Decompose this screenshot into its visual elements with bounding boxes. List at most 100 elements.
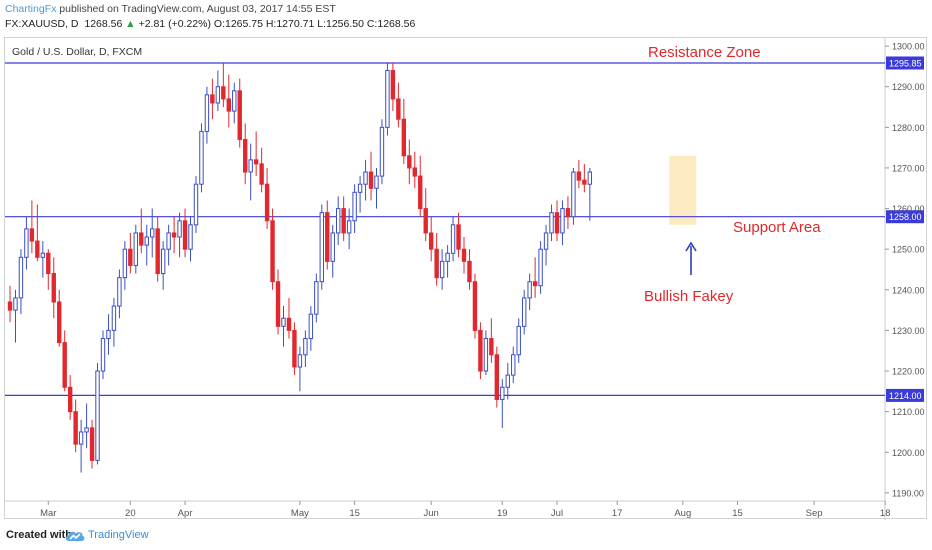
candle-body[interactable] (538, 248, 543, 287)
candle-body[interactable] (270, 220, 275, 283)
candle-body[interactable] (434, 248, 439, 279)
candle-body[interactable] (489, 338, 494, 356)
candle-body[interactable] (428, 232, 434, 250)
candle-body[interactable] (560, 208, 565, 234)
candle-body[interactable] (117, 277, 122, 307)
candle-body[interactable] (122, 248, 128, 279)
candle-body[interactable] (571, 171, 576, 218)
candle-body[interactable] (199, 130, 204, 185)
candle-body[interactable] (543, 232, 549, 250)
candle-body[interactable] (226, 98, 232, 112)
candle-body[interactable] (456, 224, 461, 250)
candle-body[interactable] (264, 183, 270, 222)
candle-body[interactable] (500, 386, 505, 400)
candle-body[interactable] (368, 171, 374, 189)
candle-body[interactable] (144, 236, 149, 246)
candle-body[interactable] (166, 232, 171, 250)
price-chart[interactable]: 1295.85 1258.00 1214.00 1190.00 1200.00 1210… (5, 38, 928, 520)
candle-body[interactable] (385, 69, 390, 128)
candle-body[interactable] (182, 220, 188, 250)
candle-body[interactable] (319, 212, 324, 283)
candle-body[interactable] (297, 354, 303, 368)
candle-body[interactable] (341, 208, 346, 234)
candle-body[interactable] (396, 98, 401, 120)
candle-body[interactable] (204, 94, 210, 132)
candle-body[interactable] (160, 248, 166, 275)
candle-body[interactable] (423, 208, 428, 234)
candle-body[interactable] (401, 118, 407, 157)
candle-body[interactable] (336, 208, 341, 234)
candle-body[interactable] (407, 155, 412, 169)
candle-body[interactable] (51, 273, 56, 303)
candle-body[interactable] (576, 171, 582, 181)
candle-body[interactable] (505, 374, 510, 388)
candle-body[interactable] (582, 179, 587, 185)
candle-body[interactable] (565, 208, 571, 218)
candle-body[interactable] (248, 159, 253, 173)
candle-body[interactable] (527, 281, 532, 299)
candle-body[interactable] (549, 212, 554, 234)
candle-body[interactable] (314, 281, 319, 315)
candle-body[interactable] (418, 175, 423, 210)
candle-body[interactable] (243, 139, 248, 173)
candle-body[interactable] (253, 159, 259, 165)
candle-body[interactable] (286, 317, 292, 331)
candle-body[interactable] (128, 248, 133, 266)
candle-body[interactable] (73, 411, 78, 445)
candle-body[interactable] (106, 329, 111, 340)
candle-body[interactable] (521, 297, 527, 327)
candle-body[interactable] (308, 313, 314, 340)
tradingview-brand[interactable]: TradingView (88, 529, 149, 541)
candle-body[interactable] (357, 183, 363, 193)
candle-body[interactable] (188, 224, 193, 250)
candle-body[interactable] (532, 281, 538, 287)
candle-body[interactable] (78, 431, 84, 445)
candle-body[interactable] (478, 329, 483, 372)
candle-body[interactable] (95, 370, 100, 461)
candle-body[interactable] (259, 163, 264, 185)
candle-body[interactable] (587, 171, 593, 185)
candle-body[interactable] (29, 228, 35, 242)
candle-body[interactable] (13, 297, 18, 311)
candle-body[interactable] (303, 338, 308, 356)
candle-body[interactable] (483, 338, 489, 372)
candle-body[interactable] (193, 183, 199, 226)
candle-body[interactable] (237, 90, 242, 141)
candle-body[interactable] (111, 305, 117, 331)
candle-body[interactable] (155, 228, 160, 275)
candle-body[interactable] (275, 281, 281, 327)
candle-body[interactable] (221, 86, 226, 100)
candle-body[interactable] (450, 224, 456, 254)
candle-body[interactable] (177, 220, 182, 238)
candle-body[interactable] (352, 191, 357, 222)
candle-body[interactable] (412, 167, 417, 177)
candle-body[interactable] (215, 86, 221, 104)
candle-body[interactable] (139, 232, 144, 246)
candle-body[interactable] (67, 386, 73, 413)
candle-body[interactable] (516, 325, 521, 356)
candle-body[interactable] (330, 232, 335, 262)
candle-body[interactable] (171, 232, 177, 238)
candle-body[interactable] (89, 427, 95, 461)
candle-body[interactable] (554, 212, 560, 234)
candle-body[interactable] (467, 260, 472, 283)
candle-body[interactable] (150, 228, 155, 238)
candle-body[interactable] (232, 90, 237, 112)
candle-body[interactable] (292, 329, 297, 368)
candle-body[interactable] (7, 301, 13, 311)
candle-body[interactable] (46, 252, 51, 275)
candle-body[interactable] (346, 220, 352, 234)
candle-body[interactable] (62, 342, 67, 388)
candle-body[interactable] (325, 212, 330, 262)
candle-body[interactable] (40, 252, 46, 258)
candle-body[interactable] (133, 232, 139, 266)
candle-body[interactable] (281, 317, 286, 327)
candle-body[interactable] (363, 171, 368, 185)
candle-body[interactable] (35, 240, 40, 258)
tradingview-cloud-icon[interactable] (64, 528, 86, 544)
candle-body[interactable] (374, 175, 379, 189)
candle-body[interactable] (445, 252, 450, 262)
candle-body[interactable] (18, 256, 24, 299)
candle-body[interactable] (84, 427, 89, 433)
candle-body[interactable] (494, 354, 500, 400)
